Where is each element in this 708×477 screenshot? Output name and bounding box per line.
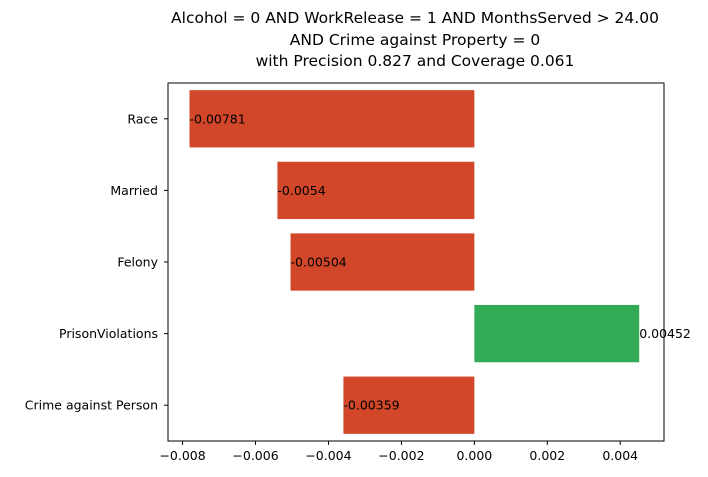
x-tick-label: 0.000 xyxy=(456,448,492,463)
y-tick-label: Race xyxy=(127,111,158,126)
y-tick-label: PrisonViolations xyxy=(59,326,158,341)
bar-value-label: -0.00359 xyxy=(343,398,399,413)
x-tick-label: −0.002 xyxy=(378,448,424,463)
bar-married xyxy=(277,161,475,220)
y-tick-label: Married xyxy=(110,183,158,198)
bar-felony xyxy=(290,233,475,291)
title-line-1: Alcohol = 0 AND WorkRelease = 1 AND Mont… xyxy=(171,9,659,27)
y-axis-labels: Race Married Felony PrisonViolations Crime a… xyxy=(25,111,168,413)
x-tick-label: 0.002 xyxy=(529,448,565,463)
title-line-3: with Precision 0.827 and Coverage 0.061 xyxy=(256,52,575,70)
x-axis-ticks: −0.008 −0.006 −0.004 −0.002 0.000 0.002 0.004 xyxy=(159,441,638,463)
bar-value-label: -0.0054 xyxy=(277,183,325,198)
bars-layer: -0.00781 -0.0054 -0.00504 0.00452 -0.00359 xyxy=(189,90,691,434)
bar-crime-against-person xyxy=(343,376,475,434)
bar-value-label: 0.00452 xyxy=(639,326,691,341)
y-tick-label: Crime against Person xyxy=(25,398,158,413)
x-tick-label: −0.004 xyxy=(305,448,351,463)
bar-value-label: -0.00781 xyxy=(190,111,246,126)
bar-race xyxy=(189,90,475,148)
x-tick-label: 0.004 xyxy=(602,448,638,463)
title-line-2: AND Crime against Property = 0 xyxy=(290,31,540,49)
y-tick-label: Felony xyxy=(117,255,158,270)
bar-value-label: -0.00504 xyxy=(291,255,347,270)
bar-prisonviolations xyxy=(474,304,640,363)
x-tick-label: −0.006 xyxy=(232,448,278,463)
x-tick-label: −0.008 xyxy=(159,448,205,463)
chart-title: Alcohol = 0 AND WorkRelease = 1 AND Mont… xyxy=(171,9,659,70)
plot-frame xyxy=(167,82,665,442)
